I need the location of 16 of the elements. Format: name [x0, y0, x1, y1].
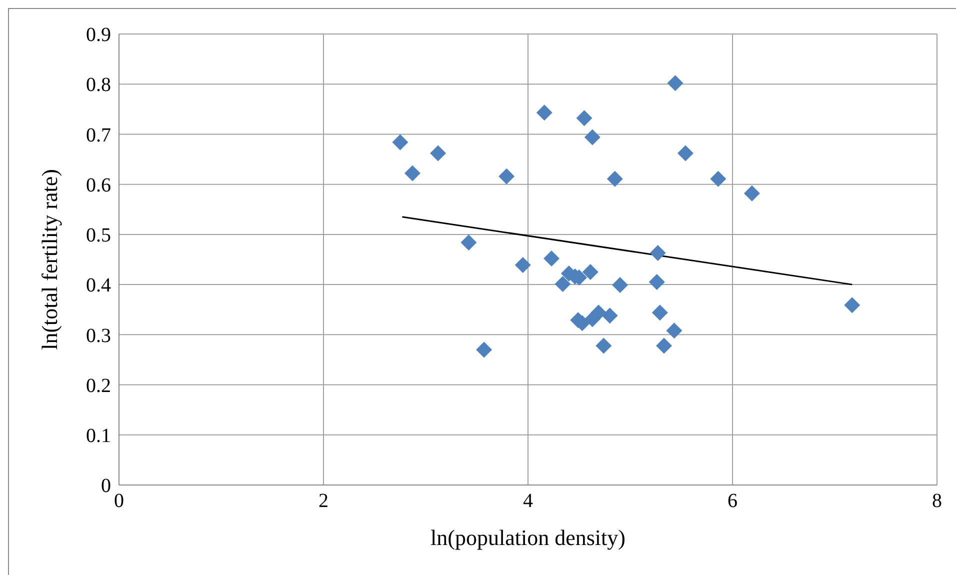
x-tick-label: 4 — [523, 490, 533, 512]
y-tick-label: 0.1 — [86, 424, 111, 447]
x-tick-label: 8 — [932, 490, 942, 512]
y-tick-label: 0.5 — [86, 224, 111, 247]
y-tick-label: 0.2 — [86, 374, 111, 397]
y-tick-label: 0.4 — [86, 274, 111, 297]
y-tick-label: 0.7 — [86, 124, 111, 146]
y-tick-label: 0.9 — [86, 24, 111, 46]
x-tick-label: 2 — [318, 490, 328, 512]
y-tick-label: 0.8 — [86, 74, 111, 96]
y-tick-label: 0 — [101, 475, 111, 498]
y-tick-label: 0.6 — [86, 174, 111, 196]
y-tick-label: 0.3 — [86, 324, 111, 347]
x-tick-label: 6 — [728, 490, 738, 512]
x-axis-title: ln(population density) — [430, 525, 626, 550]
y-axis-title: ln(total fertility rate) — [36, 169, 62, 350]
